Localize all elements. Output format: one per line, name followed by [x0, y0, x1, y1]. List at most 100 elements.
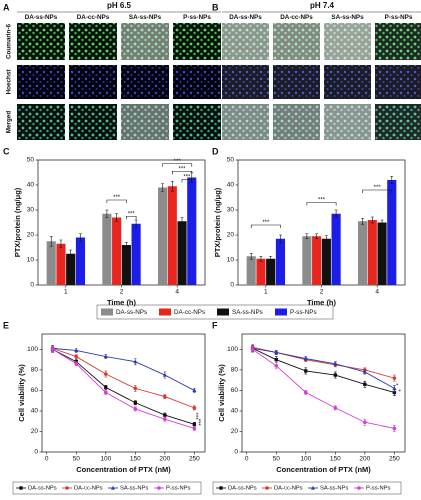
marker: [392, 376, 397, 380]
y-tick-label: 30: [27, 207, 35, 214]
legend-marker: [265, 486, 269, 490]
x-tick-label: 250: [389, 456, 400, 463]
marker: [103, 372, 108, 376]
y-tick-label: 0: [230, 282, 234, 289]
legend-marker: [357, 486, 361, 490]
y-tick-label: 0: [234, 449, 238, 456]
micrograph: [69, 104, 117, 140]
x-tick-label: 0: [245, 456, 249, 463]
marker: [163, 417, 167, 421]
bar: [331, 213, 341, 285]
micrograph: [222, 65, 269, 99]
panel-label: A: [3, 2, 10, 12]
legend-label: DA-ss-NPs: [116, 309, 147, 316]
bar: [75, 237, 86, 285]
legend-box: [212, 481, 402, 495]
bar: [367, 220, 377, 285]
bar: [321, 238, 331, 285]
legend-label: SA-ss-NPs: [232, 309, 263, 316]
legend-marker: [19, 486, 23, 490]
micrograph: [273, 104, 320, 140]
bar: [66, 253, 76, 285]
error-bar: [259, 255, 263, 262]
legend-label: DA-ss-NPs: [228, 486, 257, 492]
error-bar: [305, 233, 309, 240]
micrograph: [121, 104, 169, 140]
micrograph: [222, 23, 269, 60]
x-tick-label: 4: [175, 289, 179, 296]
significance-bracket: [171, 170, 193, 175]
error-bar: [49, 235, 53, 247]
error-bar: [78, 233, 82, 242]
error-bar: [59, 239, 63, 248]
error-bar: [315, 233, 319, 240]
series-line: [52, 349, 195, 429]
y-tick-label: 20: [231, 428, 239, 435]
bar: [46, 241, 56, 285]
bar: [187, 177, 197, 285]
marker: [303, 390, 308, 395]
significance-label: *: [397, 382, 403, 385]
column-header: DA-cc-NPs: [77, 14, 110, 21]
error-bar: [124, 242, 128, 248]
y-axis-label: Cell viability (%): [217, 364, 226, 422]
x-tick-label: 4: [375, 289, 379, 296]
significance-label: ***: [318, 198, 326, 204]
error-bar: [324, 235, 328, 243]
row-label: Merged: [6, 111, 13, 134]
bar: [157, 187, 168, 285]
marker: [392, 390, 397, 395]
y-tick-label: 20: [227, 232, 235, 239]
x-tick-label: 1: [264, 289, 268, 296]
significance-bracket: [306, 202, 337, 206]
x-tick-label: 50: [73, 456, 81, 463]
micrograph: [69, 65, 117, 99]
x-tick-label: 200: [359, 456, 370, 463]
legend-marker: [219, 486, 223, 490]
legend-marker: [111, 485, 115, 490]
error-bar: [69, 249, 73, 258]
plot-frame: [241, 333, 406, 453]
column-header: DA-ss-NPs: [229, 14, 262, 21]
panel-label: E: [3, 320, 9, 330]
y-tick-label: 40: [227, 182, 235, 189]
legend-box: [96, 304, 334, 320]
panel-label: B: [212, 2, 219, 12]
micrograph: [273, 23, 320, 60]
panel-title: pH 7.4: [310, 1, 335, 10]
significance-label: ***: [174, 159, 182, 165]
y-tick-label: 0: [34, 449, 38, 456]
y-tick-label: 100: [227, 346, 238, 353]
bar: [266, 258, 276, 285]
bar: [121, 245, 131, 285]
bar: [275, 238, 286, 285]
error-bar: [269, 255, 273, 262]
micrograph: [375, 65, 421, 99]
bar: [357, 221, 368, 285]
x-tick-label: 100: [300, 456, 311, 463]
y-tick-label: 0: [30, 282, 34, 289]
marker: [74, 354, 79, 359]
marker: [192, 426, 197, 431]
significance-label: ***: [183, 175, 191, 181]
legend-marker: [311, 485, 315, 490]
marker: [274, 350, 279, 355]
y-tick-label: 100: [27, 346, 38, 353]
legend-swatch: [217, 308, 229, 316]
column-header: DA-cc-NPs: [280, 14, 313, 21]
bar: [131, 223, 141, 285]
legend-box: [12, 481, 202, 495]
x-tick-label: 100: [100, 456, 111, 463]
y-tick-label: 60: [31, 387, 39, 394]
marker: [274, 364, 279, 368]
x-tick-label: 50: [273, 456, 281, 463]
error-bar: [278, 234, 282, 243]
row-label: Coumarin-6: [6, 24, 13, 59]
x-axis-label: Concentration of PTX (nM): [76, 465, 171, 474]
micrograph: [17, 23, 65, 60]
y-tick-label: 40: [31, 408, 39, 415]
marker: [74, 361, 79, 366]
legend-marker: [65, 486, 69, 490]
legend-label: DA-cc-NPs: [174, 309, 205, 316]
